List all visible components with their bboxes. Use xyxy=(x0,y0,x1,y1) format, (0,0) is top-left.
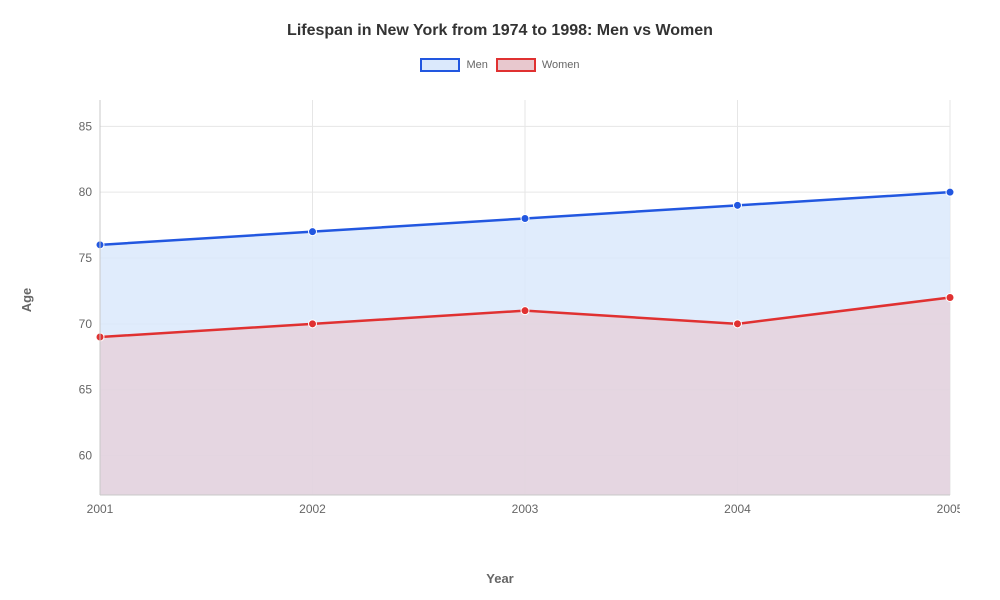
plot-area: 60 65 70 75 80 85 2001 2002 2003 2004 2005 xyxy=(60,95,960,525)
x-tick-label: 2003 xyxy=(512,502,539,516)
legend-label-men: Men xyxy=(466,59,487,71)
marker-women xyxy=(309,320,317,328)
y-tick-label: 75 xyxy=(79,251,93,265)
y-tick-label: 60 xyxy=(79,449,93,463)
x-tick-label: 2004 xyxy=(724,502,751,516)
legend-swatch-women xyxy=(496,58,536,72)
legend-swatch-men xyxy=(420,58,460,72)
chart-container: Lifespan in New York from 1974 to 1998: … xyxy=(0,0,1000,600)
marker-men xyxy=(734,201,742,209)
x-tick-label: 2001 xyxy=(87,502,114,516)
marker-women xyxy=(734,320,742,328)
y-tick-label: 65 xyxy=(79,383,93,397)
legend: Men Women xyxy=(0,58,1000,72)
marker-women xyxy=(946,294,954,302)
marker-men xyxy=(946,188,954,196)
chart-title: Lifespan in New York from 1974 to 1998: … xyxy=(0,0,1000,40)
marker-men xyxy=(309,228,317,236)
y-tick-label: 85 xyxy=(79,119,93,133)
y-axis-title: Age xyxy=(19,288,34,313)
legend-item-women: Women xyxy=(496,58,580,72)
y-tick-label: 80 xyxy=(79,185,93,199)
y-tick-label: 70 xyxy=(79,317,93,331)
marker-men xyxy=(521,215,529,223)
legend-item-men: Men xyxy=(420,58,487,72)
x-axis-title: Year xyxy=(486,571,513,586)
x-tick-label: 2005 xyxy=(937,502,960,516)
x-tick-label: 2002 xyxy=(299,502,326,516)
legend-label-women: Women xyxy=(542,59,580,71)
chart-svg: 60 65 70 75 80 85 2001 2002 2003 2004 2005 xyxy=(60,95,960,525)
marker-women xyxy=(521,307,529,315)
